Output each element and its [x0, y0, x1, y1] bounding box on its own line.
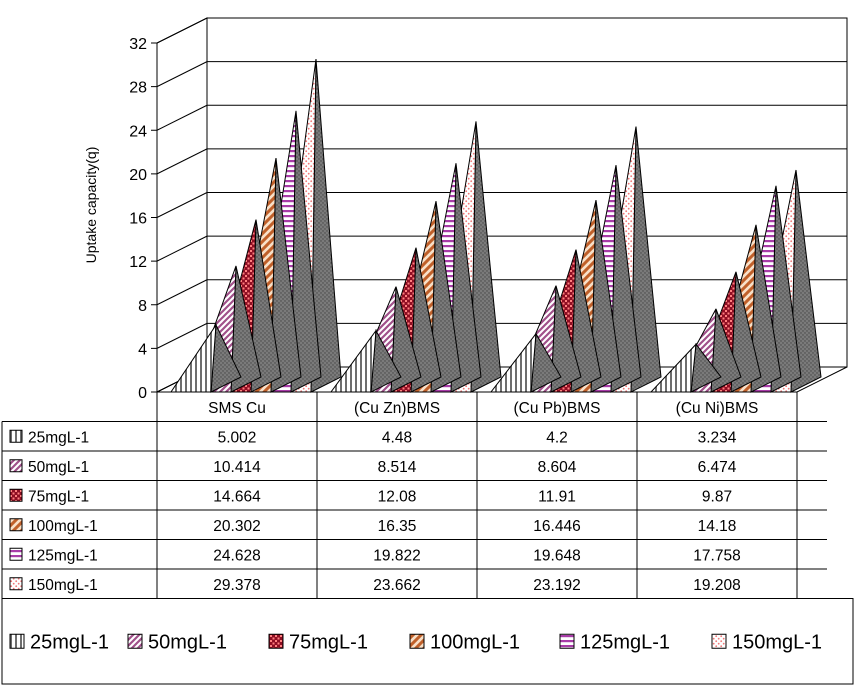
- y-tick-label: 32: [129, 36, 147, 53]
- y-tick-label: 28: [129, 80, 147, 97]
- gridline-side: [156, 322, 208, 349]
- table-legend-key: [9, 518, 23, 532]
- table-cell: 19.822: [373, 547, 420, 564]
- legend-key: [9, 633, 25, 649]
- table-cell: 9.87: [702, 488, 732, 505]
- y-tick-label: 20: [129, 167, 147, 184]
- legend-entry: 50mgL-1: [148, 631, 227, 653]
- table-cell: 12.08: [378, 488, 417, 505]
- table-cell: 5.002: [218, 429, 257, 446]
- table-series-label: 50mgL-1: [28, 459, 89, 476]
- table-cell: 8.604: [538, 459, 577, 476]
- legend-entry: 25mgL-1: [30, 631, 109, 653]
- gridline-side: [156, 61, 208, 88]
- y-tick-label: 24: [129, 123, 147, 140]
- table-series-label: 100mgL-1: [28, 518, 98, 535]
- table-legend-key: [9, 429, 23, 443]
- y-tick-label: 0: [138, 385, 147, 402]
- table-series-label: 75mgL-1: [28, 488, 89, 505]
- legend-entry: 125mgL-1: [580, 631, 670, 653]
- category-label: (Cu Ni)BMS: [676, 400, 759, 417]
- legend-entry: 75mgL-1: [289, 631, 368, 653]
- category-label: (Cu Zn)BMS: [354, 400, 440, 417]
- table-series-label: 125mgL-1: [28, 547, 98, 564]
- table-cell: 20.302: [213, 518, 260, 535]
- table-cell: 19.648: [533, 547, 580, 564]
- table-cell: 14.18: [698, 518, 737, 535]
- table-cell: 23.192: [533, 577, 580, 594]
- y-axis-title: Uptake capacity(q): [83, 147, 99, 264]
- table-cell: 3.234: [698, 429, 737, 446]
- legend-entry: 150mgL-1: [732, 631, 822, 653]
- table-legend-key: [9, 488, 23, 502]
- table-legend-key: [9, 547, 23, 561]
- legend: 25mgL-1 50mgL-1 75mgL-1 100mgL-1 125mgL-1 150…: [1, 598, 854, 685]
- y-tick-label: 4: [138, 341, 147, 358]
- table-cell: 16.35: [378, 518, 417, 535]
- table-series-label: 150mgL-1: [28, 577, 98, 594]
- table-cell: 6.474: [698, 459, 737, 476]
- table-cell: 4.2: [546, 429, 568, 446]
- table-cell: 10.414: [213, 459, 261, 476]
- table-cell: 8.514: [378, 459, 417, 476]
- gridline-side: [156, 17, 208, 44]
- legend-key: [409, 633, 425, 649]
- table-cell: 17.758: [693, 547, 740, 564]
- legend-entry: 100mgL-1: [430, 631, 520, 653]
- legend-key: [711, 633, 727, 649]
- table-series-label: 25mgL-1: [28, 429, 89, 446]
- y-tick-label: 12: [129, 254, 147, 271]
- table-legend-key: [9, 459, 23, 473]
- gridline-side: [156, 279, 208, 306]
- table-cell: 16.446: [533, 518, 580, 535]
- legend-key: [268, 633, 284, 649]
- table-legend-key: [9, 577, 23, 591]
- legend-key: [127, 633, 143, 649]
- table-cell: 11.91: [538, 488, 576, 505]
- table-cell: 29.378: [213, 577, 260, 594]
- legend-key: [559, 633, 575, 649]
- table-cell: 23.662: [373, 577, 420, 594]
- gridline-side: [156, 104, 208, 131]
- table-cell: 24.628: [213, 547, 260, 564]
- pyramid-series: [170, 59, 822, 393]
- legend-frame: [1, 598, 854, 685]
- y-axis: 0 4 8 12 16 20 24 28 32: [129, 36, 158, 402]
- table-cell: 19.208: [693, 577, 740, 594]
- gridline-side: [156, 148, 208, 175]
- category-label: (Cu Pb)BMS: [514, 400, 601, 417]
- data-table: SMS Cu (Cu Zn)BMS (Cu Pb)BMS (Cu Ni)BMS 25mg…: [1, 391, 827, 599]
- table-cell: 14.664: [213, 488, 261, 505]
- pyramid-mark: [170, 323, 242, 393]
- y-tick-label: 8: [138, 298, 147, 315]
- gridline-side: [156, 235, 208, 262]
- table-cell: 4.48: [382, 429, 412, 446]
- gridline-side: [156, 192, 208, 218]
- category-label: SMS Cu: [208, 400, 266, 417]
- y-tick-label: 16: [129, 211, 147, 228]
